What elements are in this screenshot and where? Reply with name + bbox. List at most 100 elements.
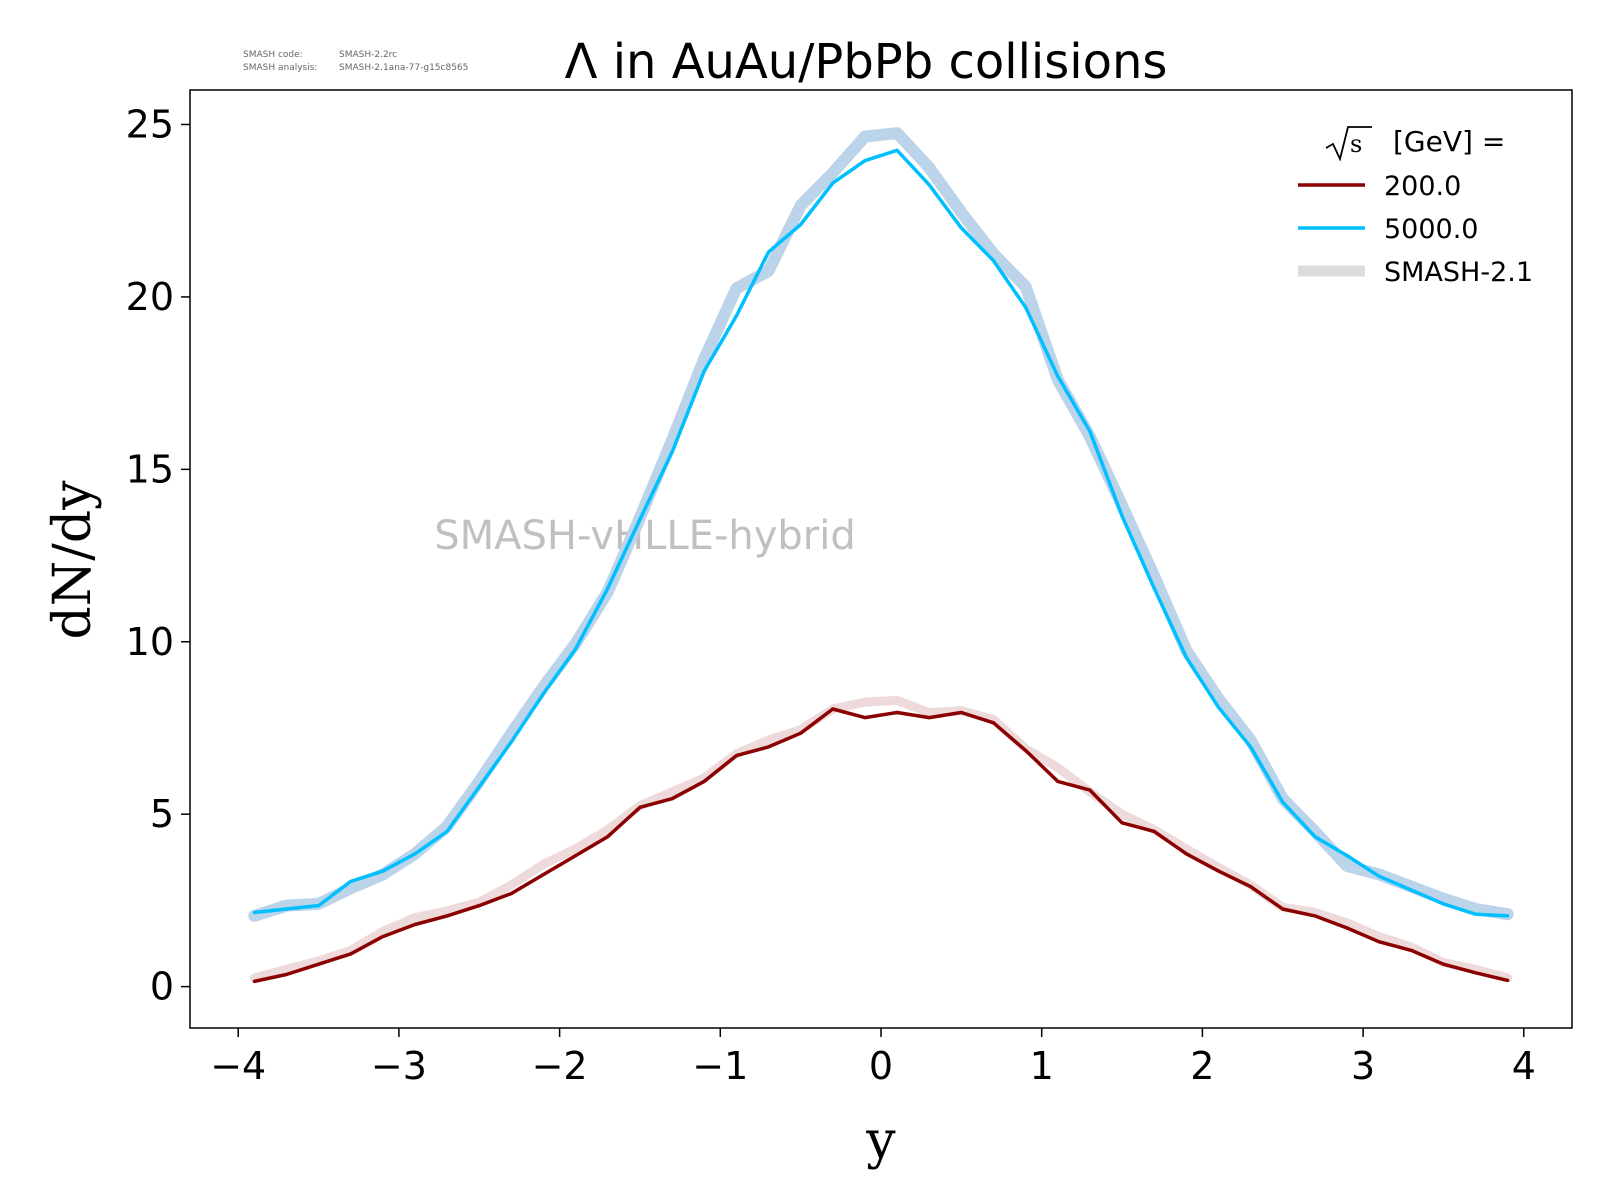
data-point-5000-0-15	[734, 314, 739, 318]
data-point-200-0-3	[349, 952, 353, 956]
legend-label-5000: 5000.0	[1384, 214, 1478, 245]
y-tick-label: 15	[126, 447, 174, 491]
data-point-5000-0-16	[766, 250, 771, 254]
smash-code-label: SMASH code:	[243, 50, 303, 60]
data-point-5000-0-26	[1088, 429, 1092, 433]
legend: s [GeV] = 200.0 5000.0 SMASH-2.1	[1298, 125, 1533, 288]
data-point-5000-0-1	[284, 907, 288, 911]
data-point-5000-0-6	[445, 829, 449, 834]
y-axis-label: dN/dy	[43, 480, 103, 640]
data-point-200-0-2	[317, 962, 321, 966]
data-point-5000-0-20	[895, 148, 899, 152]
data-point-5000-0-24	[1024, 305, 1028, 309]
data-point-5000-0-10	[574, 647, 578, 651]
data-point-200-0-37	[1441, 962, 1445, 966]
data-point-5000-0-33	[1313, 835, 1317, 839]
data-point-200-0-33	[1313, 914, 1317, 918]
data-point-5000-0-5	[413, 852, 417, 856]
y-tick-label: 0	[150, 965, 174, 1009]
chart-title: Λ in AuAu/PbPb collisions	[565, 34, 1168, 90]
data-point-200-0-12	[638, 805, 642, 809]
x-axis-label: y	[865, 1111, 896, 1171]
series-line-200-0	[253, 707, 1509, 984]
data-point-200-0-24	[1024, 748, 1028, 753]
data-point-200-0-9	[541, 872, 546, 877]
data-point-5000-0-39	[1506, 914, 1510, 918]
data-point-200-0-27	[1120, 821, 1124, 825]
plot-frame	[189, 89, 1573, 1029]
data-point-200-0-5	[413, 922, 417, 927]
data-point-5000-0-18	[831, 181, 835, 185]
legend-title-unit: [GeV] =	[1393, 125, 1505, 158]
data-point-200-0-23	[991, 721, 996, 725]
sqrt-radical-icon	[1325, 126, 1372, 162]
series-line-5000-0	[254, 148, 1508, 918]
data-point-200-0-26	[1088, 788, 1092, 792]
series-lines	[252, 148, 1510, 984]
data-point-200-0-39	[1506, 978, 1510, 983]
data-point-200-0-8	[509, 891, 513, 896]
data-point-5000-0-32	[1281, 800, 1285, 804]
data-point-200-0-0	[252, 979, 256, 984]
data-point-200-0-1	[284, 972, 288, 977]
data-point-5000-0-23	[991, 259, 996, 263]
data-point-5000-0-14	[702, 369, 706, 373]
smash-analysis-value: SMASH-2.1ana-77-g15c8565	[339, 63, 468, 73]
data-point-200-0-28	[1152, 829, 1156, 834]
smash-analysis-label: SMASH analysis:	[243, 63, 317, 73]
data-point-200-0-19	[863, 716, 867, 720]
y-tick-label: 25	[126, 102, 174, 146]
data-point-5000-0-36	[1409, 888, 1413, 892]
x-tick-label: 2	[1190, 1044, 1214, 1088]
data-point-200-0-38	[1474, 971, 1478, 975]
data-point-200-0-7	[477, 904, 481, 908]
data-point-5000-0-0	[252, 910, 256, 915]
data-point-200-0-10	[574, 854, 578, 858]
data-point-200-0-34	[1345, 926, 1349, 930]
x-tick-label: 4	[1512, 1044, 1536, 1088]
data-point-5000-0-30	[1216, 705, 1221, 709]
data-point-200-0-4	[381, 935, 385, 939]
x-tick-label: 0	[869, 1044, 893, 1088]
data-point-5000-0-13	[670, 450, 674, 454]
legend-label-200: 200.0	[1384, 171, 1461, 202]
x-tick-label: −4	[210, 1044, 266, 1088]
data-point-5000-0-31	[1249, 745, 1253, 749]
data-point-200-0-31	[1249, 885, 1253, 889]
data-point-200-0-29	[1184, 852, 1188, 856]
data-point-200-0-6	[445, 914, 449, 918]
data-point-200-0-32	[1281, 907, 1285, 911]
data-point-5000-0-17	[799, 222, 803, 227]
data-point-5000-0-22	[959, 226, 963, 230]
data-point-200-0-18	[831, 707, 835, 711]
data-point-5000-0-19	[863, 159, 867, 163]
x-tick-label: −1	[692, 1044, 748, 1088]
data-point-200-0-15	[734, 754, 739, 758]
data-point-200-0-36	[1409, 948, 1413, 953]
x-tick-label: −3	[371, 1044, 427, 1088]
data-point-200-0-17	[799, 731, 803, 735]
legend-label-smash-2-1: SMASH-2.1	[1384, 257, 1533, 288]
data-point-5000-0-7	[477, 785, 481, 789]
analysis-metadata: SMASH code: SMASH-2.2rc SMASH analysis: …	[243, 50, 468, 73]
smash-code-value: SMASH-2.2rc	[339, 50, 397, 60]
data-point-5000-0-2	[317, 904, 321, 908]
data-point-5000-0-25	[1056, 374, 1060, 378]
data-point-200-0-35	[1377, 940, 1381, 944]
y-tick-label: 20	[126, 275, 174, 319]
data-point-200-0-20	[895, 710, 899, 715]
smash-2-1-band-200-0	[249, 695, 1513, 983]
data-point-200-0-22	[959, 710, 963, 715]
y-tick-label: 5	[150, 792, 174, 836]
data-point-200-0-16	[766, 745, 771, 749]
legend-title: s [GeV] =	[1325, 125, 1505, 162]
data-point-200-0-30	[1216, 869, 1221, 873]
x-tick-label: 3	[1351, 1044, 1375, 1088]
smash-2-1-band-5000-0	[248, 127, 1514, 922]
data-point-200-0-11	[606, 835, 610, 839]
data-point-5000-0-12	[638, 517, 642, 521]
smash-2-1-bands	[248, 127, 1514, 983]
data-point-200-0-25	[1056, 779, 1060, 784]
y-tick-label: 10	[126, 620, 174, 664]
x-tick-label: 1	[1030, 1044, 1054, 1088]
